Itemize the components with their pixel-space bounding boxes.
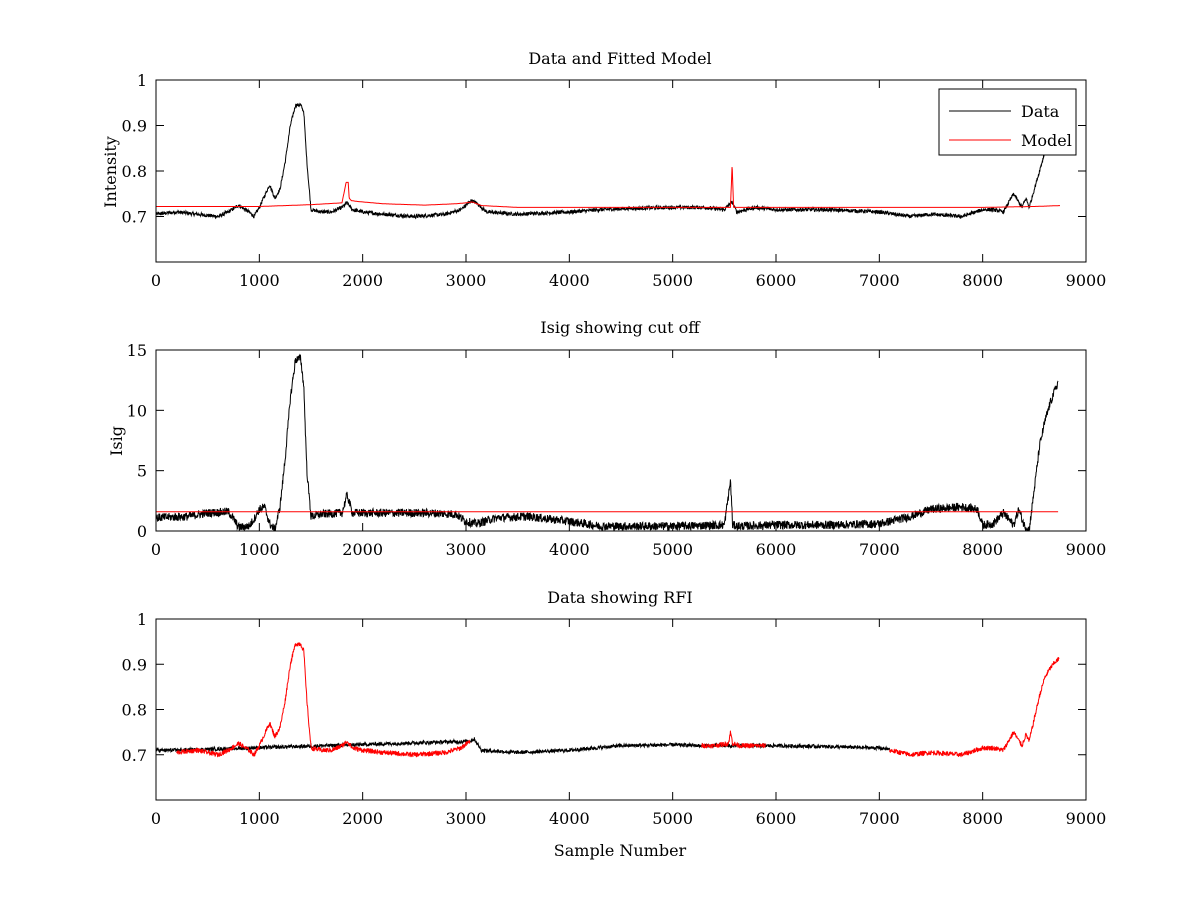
y-tick-label: 1 — [137, 610, 147, 629]
panel-isig-showing-cut-off: Isig showing cut off Isig 0 1000 2000 3000 4… — [107, 318, 1106, 559]
y-tick-label: 10 — [127, 401, 147, 420]
y-tick-label: 15 — [127, 341, 147, 360]
series-line-data — [156, 102, 1045, 220]
series-line-series-1 — [176, 642, 471, 758]
legend: Data Model — [938, 88, 1077, 156]
plot-area: 0 1000 2000 3000 4000 5000 6000 7000 8000 9000 0.7… — [122, 610, 1107, 828]
x-tick-label: 9000 — [1066, 809, 1107, 828]
x-tick-label: 3000 — [446, 271, 487, 290]
y-tick-label: 0.9 — [122, 117, 147, 136]
x-tick-label: 4000 — [549, 271, 590, 290]
y-tick-label: 5 — [137, 462, 147, 481]
x-tick-label: 2000 — [342, 809, 383, 828]
x-tick-label: 4000 — [549, 809, 590, 828]
x-tick-label: 9000 — [1066, 540, 1107, 559]
plot-area: 0 1000 2000 3000 4000 5000 6000 7000 8000 9000 0.7… — [122, 71, 1107, 290]
series-line-series-0 — [156, 353, 1059, 531]
x-tick-label: 9000 — [1066, 271, 1107, 290]
panel-data-and-fitted-model: Data and Fitted Model Intensity 0 1000 200… — [101, 49, 1106, 290]
x-tick-label: 0 — [151, 809, 161, 828]
x-tick-label: 2000 — [342, 540, 383, 559]
legend-box — [938, 88, 1077, 156]
x-tick-label: 2000 — [342, 271, 383, 290]
x-tick-label: 7000 — [859, 809, 900, 828]
legend-entry-model: Model — [1021, 131, 1072, 150]
axes-frame — [155, 618, 1087, 801]
x-tick-label: 7000 — [859, 540, 900, 559]
x-tick-label: 8000 — [962, 809, 1003, 828]
series-line-model — [156, 167, 1060, 208]
y-tick-label: 0.7 — [122, 746, 147, 765]
y-tick-label: 0.8 — [122, 701, 147, 720]
chart-title: Data showing RFI — [547, 588, 692, 607]
y-axis-label: Intensity — [101, 136, 120, 208]
y-tick-label: 0 — [137, 522, 147, 541]
x-tick-label: 3000 — [446, 540, 487, 559]
y-axis-label: Isig — [107, 426, 126, 456]
x-tick-label: 0 — [151, 271, 161, 290]
x-tick-label: 8000 — [962, 540, 1003, 559]
x-tick-label: 3000 — [446, 809, 487, 828]
x-tick-label: 5000 — [652, 809, 693, 828]
x-tick-label: 1000 — [239, 271, 280, 290]
panel-data-showing-rfi: Data showing RFI Sample Number 0 1000 2000… — [122, 588, 1107, 860]
y-tick-label: 0.9 — [122, 655, 147, 674]
plot-area: 0 1000 2000 3000 4000 5000 6000 7000 8000 9000 0 5 1… — [127, 341, 1107, 559]
y-tick-label: 1 — [137, 71, 147, 90]
series-line-series-3 — [889, 657, 1060, 758]
x-tick-label: 5000 — [652, 271, 693, 290]
x-tick-label: 1000 — [239, 540, 280, 559]
series-line-series-0 — [156, 737, 890, 756]
chart-title: Isig showing cut off — [540, 318, 701, 337]
x-tick-label: 1000 — [239, 809, 280, 828]
x-tick-label: 5000 — [652, 540, 693, 559]
legend-entry-data: Data — [1021, 102, 1060, 121]
x-tick-label: 6000 — [756, 540, 797, 559]
x-tick-label: 7000 — [859, 271, 900, 290]
x-tick-label: 8000 — [962, 271, 1003, 290]
x-tick-label: 6000 — [756, 809, 797, 828]
x-tick-label: 0 — [151, 540, 161, 559]
x-tick-label: 6000 — [756, 271, 797, 290]
series-line-series-2 — [701, 730, 766, 749]
y-tick-label: 0.7 — [122, 208, 147, 227]
axes-frame — [155, 79, 1087, 263]
y-tick-label: 0.8 — [122, 162, 147, 181]
x-axis-label: Sample Number — [554, 841, 687, 860]
chart-title: Data and Fitted Model — [528, 49, 711, 68]
axes-frame — [155, 349, 1087, 532]
x-tick-label: 4000 — [549, 540, 590, 559]
